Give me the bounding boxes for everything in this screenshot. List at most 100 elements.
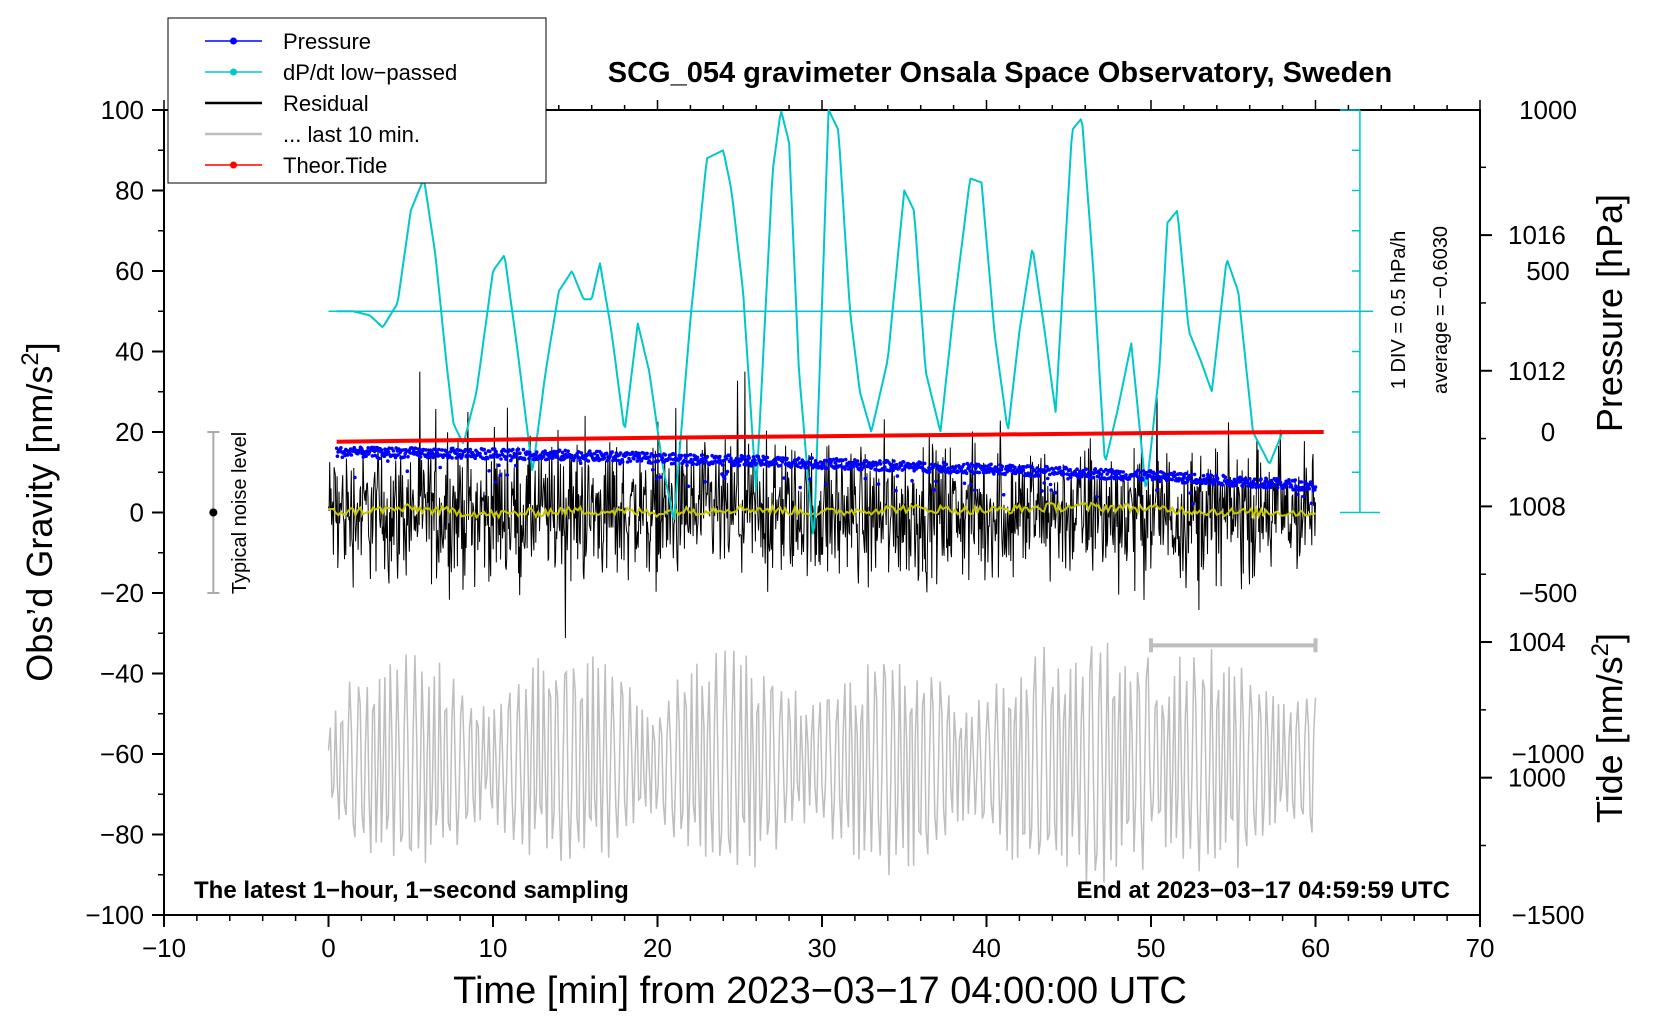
pressure-point — [878, 462, 883, 466]
pressure-point — [833, 461, 837, 465]
y-tick-label-7: 40 — [115, 337, 144, 367]
pressure-point — [715, 460, 720, 464]
pressure-point — [1048, 482, 1053, 487]
pressure-point — [743, 454, 747, 459]
pressure-point — [962, 462, 966, 467]
tide-tick-label-0: 1000 — [1519, 95, 1577, 125]
pressure-point — [1136, 468, 1140, 473]
pressure-point — [420, 451, 424, 456]
pressure-point — [798, 485, 802, 490]
pressure-point — [765, 455, 770, 460]
pressure-point — [807, 460, 812, 465]
pressure-point — [756, 454, 761, 459]
y-tick-label-10: 100 — [101, 95, 144, 125]
pressure-point — [424, 448, 429, 452]
pressure-point — [749, 464, 754, 468]
pressure-point — [1048, 472, 1052, 477]
pressure-point — [660, 456, 665, 460]
pressure-point — [353, 475, 357, 480]
pressure-point — [628, 459, 633, 463]
pressure-point — [899, 463, 904, 468]
y-tick-label-5: 0 — [130, 498, 144, 528]
pressure-point — [518, 451, 522, 456]
pressure-point — [473, 456, 478, 461]
pressure-point — [1021, 468, 1026, 472]
pressure-point — [566, 449, 570, 454]
pressure-point — [956, 470, 960, 474]
pressure-point — [560, 450, 565, 455]
pressure-point — [1035, 466, 1039, 470]
pressure-point — [411, 449, 416, 453]
residual-line — [328, 371, 1316, 639]
pressure-point — [954, 464, 958, 469]
pressure-point — [468, 447, 473, 452]
pressure-point — [669, 457, 673, 461]
pressure-tick-label-3: 1012 — [1508, 356, 1566, 386]
pressure-point — [335, 454, 340, 459]
pressure-point — [1084, 467, 1088, 472]
y-tick-label-9: 80 — [115, 176, 144, 206]
pressure-point — [864, 459, 869, 464]
pressure-point — [1192, 472, 1197, 477]
x-tick-label-6: 50 — [1137, 933, 1166, 963]
pressure-point — [408, 451, 412, 455]
pressure-point — [705, 454, 710, 459]
pressure-point — [888, 462, 893, 467]
pressure-point — [1170, 477, 1174, 482]
y-axis-label-tide: Tide [nm/s2] — [1587, 633, 1630, 823]
pressure-point — [645, 451, 649, 456]
tide-tick-label-3: −500 — [1519, 578, 1578, 608]
pressure-point — [1220, 483, 1225, 487]
pressure-point — [527, 456, 531, 461]
tide-tick-label-5: −1500 — [1511, 900, 1584, 930]
pressure-point — [684, 460, 689, 464]
pressure-point — [1077, 476, 1081, 480]
pressure-point — [860, 467, 864, 472]
pressure-series — [334, 445, 1318, 506]
pressure-point — [1013, 465, 1017, 470]
pressure-point — [862, 465, 866, 469]
pressure-point — [863, 476, 868, 481]
pressure-point — [1283, 485, 1288, 489]
tide-tick-label-4: −1000 — [1511, 739, 1584, 769]
pressure-point — [915, 465, 920, 470]
pressure-point — [379, 448, 384, 452]
pressure-point — [797, 456, 801, 461]
pressure-point — [843, 467, 847, 471]
pressure-point — [695, 455, 700, 460]
pressure-point — [910, 478, 914, 483]
pressure-point — [1232, 477, 1237, 482]
pressure-point — [618, 451, 623, 455]
pressure-point — [658, 475, 663, 479]
pressure-point — [557, 448, 562, 453]
pressure-point — [919, 461, 923, 466]
pressure-point — [402, 455, 407, 459]
pressure-point — [534, 450, 539, 454]
pressure-point — [339, 446, 343, 450]
pressure-point — [904, 464, 909, 469]
pressure-point — [551, 456, 555, 460]
pressure-point — [386, 450, 391, 454]
pressure-point — [746, 459, 750, 463]
pressure-point — [1069, 475, 1073, 480]
pressure-point — [1179, 472, 1184, 476]
pressure-point — [894, 488, 898, 493]
pressure-point — [1149, 475, 1153, 479]
pressure-point — [588, 449, 592, 453]
pressure-point — [431, 455, 436, 460]
pressure-point — [973, 488, 977, 492]
pressure-point — [893, 466, 898, 470]
pressure-point — [946, 466, 951, 471]
y-tick-label-0: −100 — [85, 900, 144, 930]
pressure-point — [895, 474, 900, 478]
pressure-point — [578, 461, 583, 466]
x-tick-label-1: 0 — [321, 933, 335, 963]
pressure-point — [440, 448, 445, 452]
tide-line — [336, 430, 1324, 444]
pressure-point — [686, 484, 691, 489]
pressure-point — [796, 464, 800, 469]
pressure-point — [384, 452, 389, 457]
dpdt-line — [336, 109, 1284, 535]
pressure-point — [483, 451, 488, 456]
